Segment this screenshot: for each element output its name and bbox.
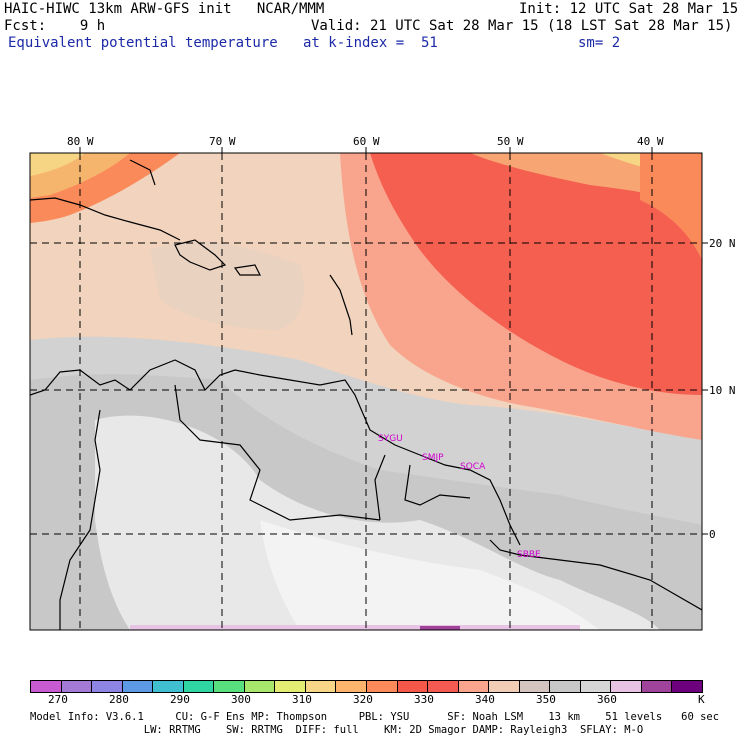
forecast-hour: Fcst: 9 h [4,18,106,34]
lon-label-80w: 80 W [67,135,94,148]
lat-label-20n: 20 N [709,237,736,250]
colorbar-label: 290 [170,693,190,706]
colorbar-label: 320 [353,693,373,706]
colorbar-swatch [672,681,703,692]
colorbar-swatch [336,681,368,692]
station-label: SOCA [460,462,486,472]
colorbar-unit: K [698,693,705,706]
colorbar-label: 350 [536,693,556,706]
colorbar-swatch [367,681,398,692]
colorbar-swatch [611,681,642,692]
valid-time: Valid: 21 UTC Sat 28 Mar 15 (18 LST Sat … [311,18,733,34]
lat-label-10n: 10 N [709,384,736,397]
colorbar-swatch [92,681,123,692]
station-label: SYGU [378,434,403,444]
colorbar-swatch [580,681,612,692]
lon-label-60w: 60 W [353,135,380,148]
colorbar-label: 280 [109,693,129,706]
colorbar-label: 310 [292,693,312,706]
station-label: SBBE [517,550,541,560]
colorbar-swatch [550,681,581,692]
model-info-line2: LW: RRTMG SW: RRTMG DIFF: full KM: 2D Sm… [30,724,644,736]
lat-label-0: 0 [709,528,716,541]
smoothing: sm= 2 [578,35,621,51]
colorbar-swatch [153,681,184,692]
colorbar-swatch [122,681,154,692]
colorbar-swatch [31,681,62,692]
colorbar-label: 340 [475,693,495,706]
colorbar-swatch [305,681,337,692]
init-time: Init: 12 UTC Sat 28 Mar 15 [519,1,739,17]
colorbar-swatch [244,681,276,692]
colorbar-swatch [519,681,551,692]
colorbar-swatch [183,681,215,692]
colorbar-swatch [275,681,306,692]
model-info-line1: Model Info: V3.6.1 CU: G-F Ens MP: Thomp… [30,711,720,723]
field-name: Equivalent potential temperature [8,35,278,51]
colorbar-swatch [458,681,490,692]
colorbar-swatch [214,681,245,692]
level-index: at k-index = 51 [303,35,438,51]
colorbar-swatch [428,681,459,692]
lon-label-40w: 40 W [637,135,664,148]
station-label: SMJP [422,453,444,463]
colorbar-label: 300 [231,693,251,706]
colorbar-label: 330 [414,693,434,706]
lon-label-50w: 50 W [497,135,524,148]
title-line1: HAIC-HIWC 13km ARW-GFS init NCAR/MMM [4,1,325,17]
coastline [30,159,702,630]
colorbar-label: 360 [597,693,617,706]
colorbar-swatch [641,681,673,692]
graticule [30,153,702,630]
colorbar-label: 270 [48,693,68,706]
colorbar [30,680,703,693]
colorbar-swatch [489,681,520,692]
theta-e-field [30,153,702,630]
lon-label-70w: 70 W [209,135,236,148]
colorbar-swatch [397,681,429,692]
colorbar-swatch [61,681,93,692]
